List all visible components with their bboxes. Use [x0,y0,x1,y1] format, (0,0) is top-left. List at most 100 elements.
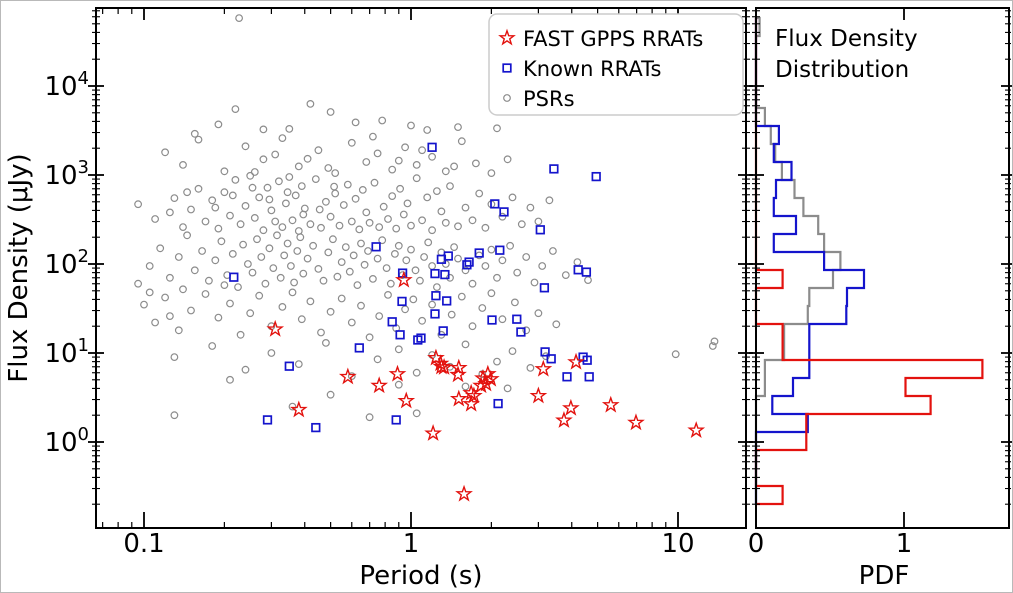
scatter-point-circle [358,185,367,194]
scatter-point-circle [317,328,325,337]
scatter-point-star [687,421,706,438]
scatter-point-circle [290,278,299,287]
scatter-point-circle [211,256,220,265]
known-rrats-scatter-series [229,142,601,433]
pdf-axis-ticks [749,8,1012,528]
scatter-point-circle [461,340,470,349]
scatter-point-circle [194,135,203,144]
scatter-point-circle [710,337,719,346]
scatter-point-star [472,376,490,394]
scatter-point-circle [522,326,531,335]
scatter-point-circle [226,375,234,384]
histogram-psrs [754,16,842,504]
scatter-point-circle [412,174,421,183]
scatter-point-star [338,367,357,385]
x-axis-label: Period (s) [359,561,482,591]
scatter-point-circle [190,129,199,138]
square-icon [502,63,512,73]
scatter-point-square [539,283,550,293]
scatter-point-circle [140,300,148,309]
scatter-point-circle [468,216,477,225]
scatter-point-circle [287,262,295,270]
scatter-point-circle [220,188,229,197]
scatter-point-circle [306,297,315,306]
scatter-point-star [431,354,450,372]
scatter-point-circle [326,307,335,316]
scatter-point-circle [424,238,433,247]
scatter-point-circle [355,225,364,234]
scatter-point-square [397,296,407,307]
scatter-point-circle [228,249,237,258]
x-tick-1: 1 [403,529,420,559]
scatter-point-circle [201,290,210,298]
scatter-point-circle [187,205,195,214]
scatter-point-circle [411,266,420,275]
scatter-point-circle [288,216,297,225]
scatter-point-square [535,225,545,235]
scatter-point-square [442,296,452,306]
scatter-point-circle [288,402,297,411]
scatter-point-circle [259,155,268,164]
scatter-point-circle [454,254,462,263]
scatter-point-circle [457,292,466,301]
scatter-point-circle [437,207,446,216]
y-tick-label-10e2: 102 [44,246,89,280]
scatter-point-circle [208,196,217,205]
scatter-point-circle [278,223,287,232]
scatter-point-square [502,63,512,73]
scatter-point-square [311,422,321,433]
scatter-point-circle [326,108,335,116]
scatter-point-circle [351,194,360,203]
scatter-point-circle [214,224,223,233]
scatter-point-circle [373,254,382,263]
scatter-point-square [430,309,440,319]
scatter-point-circle [343,180,352,189]
scatter-point-circle [236,220,245,229]
scatter-point-circle [291,191,300,200]
histogram-known-rrats [754,18,866,504]
scatter-point-circle [394,241,403,250]
scatter-point-circle [403,199,412,208]
scatter-point-circle [257,253,266,261]
scatter-point-circle [370,178,379,187]
scatter-point-circle [311,175,320,184]
scatter-point-circle [388,192,397,201]
scatter-point-circle [441,167,450,176]
y-tick-label-10e4: 104 [44,68,89,102]
scatter-point-circle [261,279,270,288]
scatter-point-circle [396,184,405,193]
scatter-point-circle [407,121,415,130]
y-axis-label: Flux Density (μJy) [4,153,34,382]
scatter-point-star [567,352,585,370]
scatter-point-circle [333,272,342,281]
x-tick-0.1: 0.1 [123,529,164,559]
scatter-point-circle [534,217,543,226]
scatter-point-circle [250,213,259,222]
scatter-point-circle [487,245,496,254]
scatter-point-star [477,374,495,392]
scatter-point-circle [335,221,344,230]
scatter-point-circle [329,235,337,244]
scatter-point-circle [265,195,274,204]
scatter-point-circle [428,152,437,161]
scatter-point-circle [288,288,297,297]
scatter-point-circle [517,220,526,229]
scatter-point-circle [487,289,496,298]
scatter-point-circle [241,201,250,210]
flux-density-histograms [754,16,984,506]
scatter-point-circle [450,243,459,252]
scatter-point-circle [498,212,507,221]
scatter-point-star [435,358,453,375]
scatter-point-circle [353,281,362,290]
fast-gpps-rrats-scatter-series [266,270,706,502]
scatter-point-circle [423,193,432,202]
scatter-point-circle [235,14,244,23]
scatter-point-circle [375,223,384,232]
scatter-point-circle [378,236,387,245]
pdf-tick-0: 0 [748,529,765,559]
scatter-point-square [487,315,497,325]
scatter-point-square [493,398,503,409]
scatter-point-square [430,268,440,279]
scatter-point-circle [165,273,174,282]
